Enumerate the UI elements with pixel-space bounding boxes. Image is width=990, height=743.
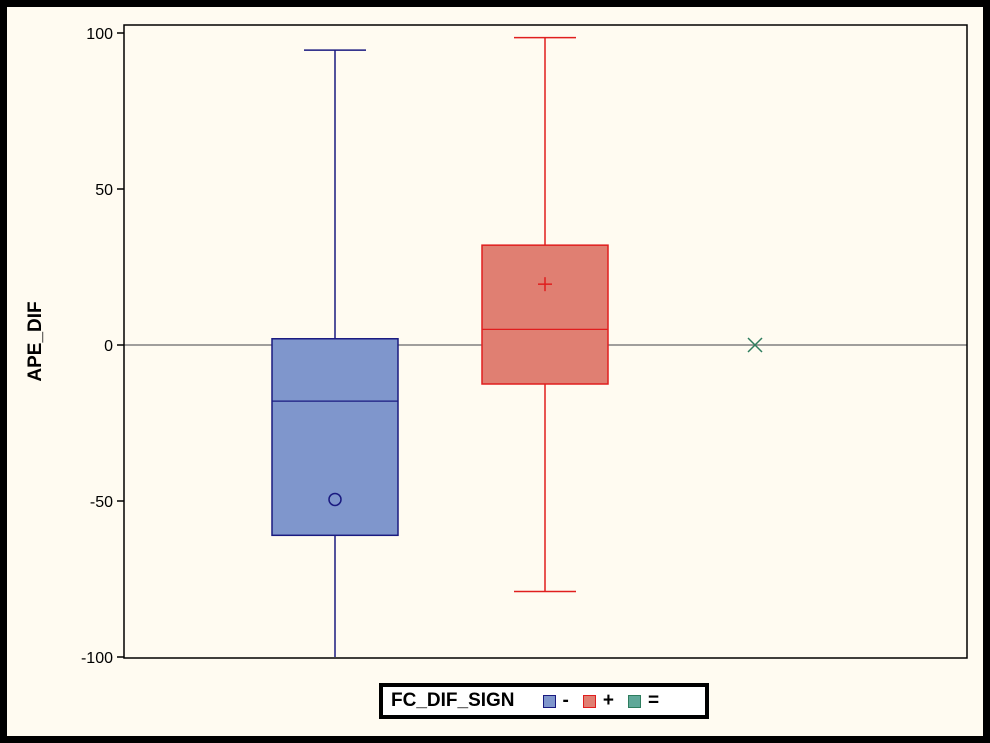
legend-label: + xyxy=(602,690,614,711)
y-tick-label: -50 xyxy=(90,494,113,511)
legend-entry-2: = xyxy=(627,690,660,712)
legend: FC_DIF_SIGN - + = xyxy=(379,683,709,719)
y-axis-title: APE_DIF xyxy=(25,301,46,381)
box-plot: -100 -50 0 50 100 APE_DIF xyxy=(25,24,968,667)
y-tick-label: 0 xyxy=(104,338,113,355)
plot-area xyxy=(123,24,968,659)
legend-entry-0: - xyxy=(542,690,569,712)
y-tick-label: 50 xyxy=(95,182,113,199)
legend-swatch xyxy=(627,694,641,708)
legend-label: = xyxy=(647,690,660,711)
box xyxy=(271,338,399,537)
y-tick-label: 100 xyxy=(86,26,113,43)
mean-marker xyxy=(328,492,342,507)
box-group-2 xyxy=(747,337,763,353)
y-tick-label: -100 xyxy=(81,650,113,667)
legend-entry-1: + xyxy=(582,690,614,712)
box-group-1 xyxy=(481,36,609,593)
legend-title: FC_DIF_SIGN xyxy=(391,690,515,711)
legend-swatch xyxy=(582,694,596,708)
mean-marker xyxy=(747,337,763,353)
legend-swatch xyxy=(542,694,556,708)
mean-marker xyxy=(538,277,552,292)
mean-marker-b xyxy=(747,337,763,353)
box xyxy=(481,244,609,385)
box-group-0 xyxy=(271,49,399,657)
legend-entries: - + = xyxy=(542,690,674,712)
legend-label: - xyxy=(562,690,569,711)
chart-frame: -100 -50 0 50 100 APE_DIF FC_DIF_SIGN - + = xyxy=(7,7,983,736)
